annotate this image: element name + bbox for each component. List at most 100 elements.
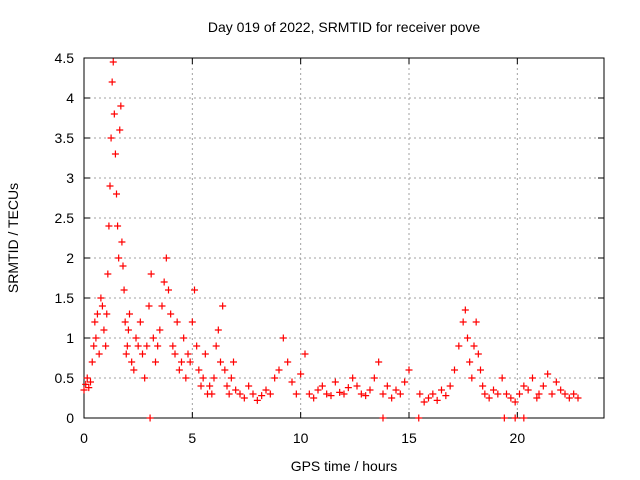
data-point bbox=[240, 394, 248, 402]
data-point bbox=[85, 384, 93, 392]
data-point bbox=[236, 390, 244, 398]
data-point bbox=[227, 374, 235, 382]
data-point bbox=[574, 394, 582, 402]
data-point bbox=[130, 366, 138, 374]
data-point bbox=[186, 358, 194, 366]
data-point bbox=[455, 342, 463, 350]
data-point bbox=[175, 366, 183, 374]
data-point bbox=[104, 270, 112, 278]
data-point bbox=[425, 394, 432, 402]
data-point bbox=[485, 394, 493, 402]
data-point bbox=[119, 262, 127, 270]
data-point bbox=[375, 358, 383, 366]
data-point bbox=[362, 392, 370, 400]
data-point bbox=[169, 342, 177, 350]
data-point bbox=[565, 394, 573, 402]
data-point bbox=[442, 392, 450, 400]
data-point bbox=[178, 358, 185, 366]
data-point bbox=[100, 326, 108, 334]
grid-lines bbox=[84, 58, 604, 418]
data-point bbox=[433, 396, 441, 404]
data-point bbox=[147, 270, 155, 278]
data-point bbox=[388, 394, 396, 402]
data-point bbox=[253, 396, 261, 404]
data-point bbox=[80, 386, 88, 394]
y-tick-label: 3 bbox=[66, 170, 74, 186]
data-point bbox=[323, 390, 331, 398]
data-point bbox=[88, 358, 96, 366]
data-point bbox=[212, 342, 220, 350]
data-point bbox=[340, 390, 348, 398]
x-tick-label: 20 bbox=[510, 430, 526, 446]
data-point bbox=[195, 366, 203, 374]
data-point bbox=[349, 374, 357, 382]
data-point bbox=[208, 390, 216, 398]
data-point bbox=[115, 254, 123, 262]
data-point bbox=[107, 134, 115, 142]
data-point bbox=[210, 374, 218, 382]
data-point bbox=[570, 390, 578, 398]
data-point bbox=[529, 374, 536, 382]
data-point bbox=[297, 370, 305, 378]
data-point bbox=[561, 390, 569, 398]
data-point bbox=[288, 378, 296, 386]
data-point bbox=[511, 414, 519, 422]
data-point bbox=[191, 286, 198, 294]
data-point bbox=[167, 310, 175, 318]
data-point bbox=[199, 374, 207, 382]
axis-ticks: 0 0.5 1 1.5 2 2.5 3 3.5 4 4.5 0 5 10 15 20 bbox=[55, 50, 604, 446]
data-point bbox=[284, 358, 292, 366]
data-point bbox=[379, 414, 387, 422]
data-point bbox=[154, 342, 162, 350]
data-point bbox=[548, 390, 556, 398]
plot-frame bbox=[83, 57, 605, 419]
data-point bbox=[232, 386, 240, 394]
data-point bbox=[197, 382, 205, 390]
data-point bbox=[111, 150, 119, 158]
data-point bbox=[102, 342, 110, 350]
y-tick-label: 1.5 bbox=[55, 290, 75, 306]
data-point bbox=[392, 386, 400, 394]
data-point bbox=[171, 350, 179, 358]
x-tick-label: 5 bbox=[188, 430, 196, 446]
data-point bbox=[279, 334, 287, 342]
data-point bbox=[118, 238, 126, 246]
data-point bbox=[110, 110, 118, 118]
data-point bbox=[121, 318, 129, 326]
data-point bbox=[188, 318, 196, 326]
data-point bbox=[126, 310, 133, 318]
data-point bbox=[379, 390, 387, 398]
data-point bbox=[477, 366, 484, 374]
data-point bbox=[201, 350, 209, 358]
data-point bbox=[114, 222, 122, 230]
data-point bbox=[122, 350, 130, 358]
data-point bbox=[271, 374, 279, 382]
data-point bbox=[184, 350, 192, 358]
data-point bbox=[160, 278, 168, 286]
data-point bbox=[416, 390, 424, 398]
data-point bbox=[470, 342, 478, 350]
data-point bbox=[221, 366, 229, 374]
x-tick-label: 0 bbox=[80, 430, 88, 446]
data-point bbox=[557, 386, 565, 394]
data-point bbox=[292, 390, 300, 398]
y-tick-label: 2 bbox=[66, 250, 74, 266]
y-tick-label: 4.5 bbox=[55, 50, 75, 66]
data-point bbox=[494, 390, 502, 398]
data-point bbox=[503, 390, 510, 398]
data-point bbox=[262, 386, 270, 394]
data-point bbox=[472, 318, 480, 326]
data-point bbox=[429, 390, 437, 398]
data-point bbox=[451, 366, 458, 374]
data-point bbox=[98, 302, 106, 310]
data-point bbox=[415, 414, 423, 422]
data-point bbox=[117, 102, 125, 110]
data-point bbox=[366, 386, 374, 394]
data-point bbox=[344, 384, 352, 392]
data-point bbox=[124, 326, 132, 334]
data-point bbox=[223, 382, 231, 390]
data-point bbox=[266, 390, 274, 398]
data-point bbox=[490, 386, 497, 394]
data-point bbox=[357, 390, 365, 398]
